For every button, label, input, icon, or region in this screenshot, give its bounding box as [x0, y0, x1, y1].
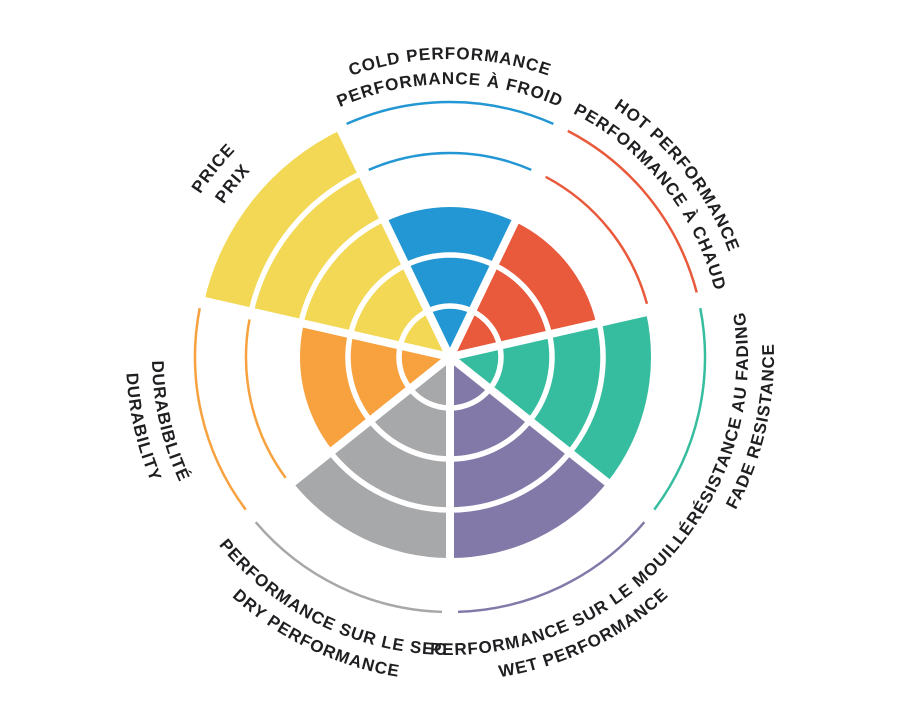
radial-gap-6	[330, 115, 454, 359]
outline-ring-hot-performance-4	[545, 175, 649, 305]
segment-fills	[204, 129, 652, 558]
ring-gap-durability-2	[345, 333, 373, 423]
radial-gap-0	[446, 115, 570, 359]
radial-gap-4	[239, 353, 453, 526]
outline-ring-dry-performance-5	[254, 521, 443, 614]
segment-fill-price	[204, 129, 450, 357]
radial-gap-2	[447, 353, 661, 526]
radial-divider-gaps	[189, 115, 711, 623]
ring-gap-dry-performance-3	[328, 450, 451, 513]
radial-gap-5	[189, 293, 451, 361]
ring-gap-fade-resistance-2	[527, 333, 555, 423]
outline-ring-durability-4	[244, 319, 287, 479]
ring-gap-price-3	[298, 216, 385, 324]
ring-gap-price-2	[347, 262, 407, 335]
segment-label-text-cold-performance-fr: PERFORMANCE À FROID	[334, 69, 565, 111]
ring-gap-dry-performance-2	[368, 418, 451, 462]
ring-gap-hot-performance-2	[493, 262, 553, 335]
segment-label-cold-performance-fr: PERFORMANCE À FROID	[334, 69, 566, 111]
segment-label-text-hot-performance-en: HOT PERFORMANCE	[611, 95, 742, 254]
unfilled-ring-outlines	[193, 100, 707, 614]
outline-ring-durability-5	[193, 307, 247, 511]
ring-gap-cold-performance-2	[404, 252, 496, 268]
ring-gap-wet-performance-3	[449, 450, 572, 513]
outline-ring-fade-resistance-5	[653, 307, 707, 511]
ring-gap-fade-resistance-3	[567, 322, 606, 455]
segment-label-hot-performance-en: HOT PERFORMANCE	[611, 95, 743, 254]
segment-fill-durability	[300, 323, 450, 451]
outline-ring-wet-performance-5	[457, 521, 646, 614]
ring-gap-price-4	[248, 170, 363, 313]
outline-ring-hot-performance-5	[567, 129, 698, 293]
outline-ring-cold-performance-5	[346, 100, 554, 126]
radial-gap-1	[449, 293, 711, 361]
outline-ring-cold-performance-4	[368, 151, 532, 172]
ring-gap-wet-performance-2	[449, 418, 532, 462]
segment-fill-cold-performance	[384, 206, 516, 357]
